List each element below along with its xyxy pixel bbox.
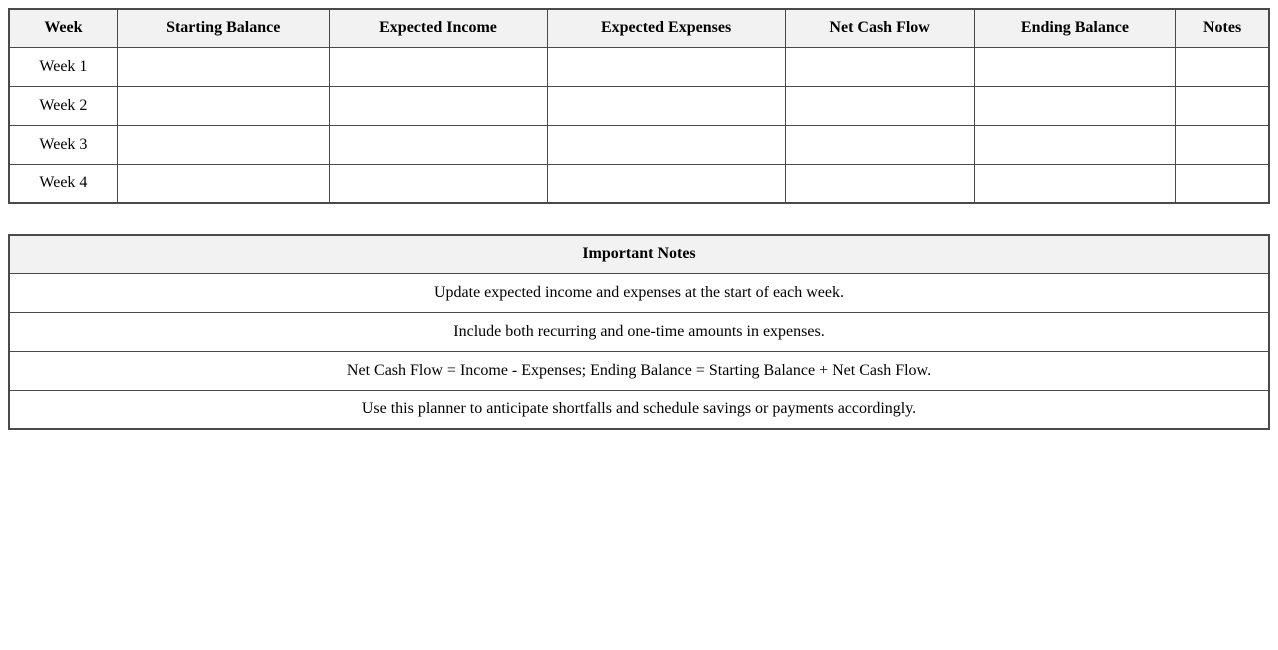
starting-balance-cell xyxy=(116,46,330,87)
note-item: Update expected income and expenses at t… xyxy=(8,272,1270,313)
planner-header-row: Week Starting Balance Expected Income Ex… xyxy=(8,8,1270,48)
notes-cell xyxy=(1175,124,1270,165)
ending-balance-cell xyxy=(973,163,1177,204)
note-row: Use this planner to anticipate shortfall… xyxy=(8,389,1270,430)
important-notes-table: Important Notes Update expected income a… xyxy=(8,234,1270,430)
table-row-week-3: Week 3 xyxy=(8,124,1270,165)
expected-income-cell xyxy=(328,124,548,165)
ending-balance-cell xyxy=(973,46,1177,87)
column-header-ending-balance: Ending Balance xyxy=(973,8,1177,48)
expected-expenses-cell xyxy=(546,124,786,165)
note-row: Include both recurring and one-time amou… xyxy=(8,311,1270,352)
note-item: Net Cash Flow = Income - Expenses; Endin… xyxy=(8,350,1270,391)
notes-cell xyxy=(1175,46,1270,87)
notes-table-title: Important Notes xyxy=(8,234,1270,274)
table-row-week-4: Week 4 xyxy=(8,163,1270,204)
expected-income-cell xyxy=(328,46,548,87)
note-item: Include both recurring and one-time amou… xyxy=(8,311,1270,352)
ending-balance-cell xyxy=(973,124,1177,165)
column-header-week: Week xyxy=(8,8,118,48)
expected-expenses-cell xyxy=(546,163,786,204)
ending-balance-cell xyxy=(973,85,1177,126)
column-header-net-cash-flow: Net Cash Flow xyxy=(784,8,975,48)
table-row-week-2: Week 2 xyxy=(8,85,1270,126)
net-cash-flow-cell xyxy=(784,46,975,87)
week-label-cell: Week 4 xyxy=(8,163,118,204)
net-cash-flow-cell xyxy=(784,85,975,126)
net-cash-flow-cell xyxy=(784,163,975,204)
net-cash-flow-cell xyxy=(784,124,975,165)
column-header-expected-expenses: Expected Expenses xyxy=(546,8,786,48)
starting-balance-cell xyxy=(116,85,330,126)
note-row: Net Cash Flow = Income - Expenses; Endin… xyxy=(8,350,1270,391)
expected-expenses-cell xyxy=(546,46,786,87)
notes-cell xyxy=(1175,163,1270,204)
expected-income-cell xyxy=(328,163,548,204)
column-header-expected-income: Expected Income xyxy=(328,8,548,48)
note-item: Use this planner to anticipate shortfall… xyxy=(8,389,1270,430)
page: Week Starting Balance Expected Income Ex… xyxy=(8,8,1270,430)
week-label-cell: Week 2 xyxy=(8,85,118,126)
week-label-cell: Week 1 xyxy=(8,46,118,87)
week-label-cell: Week 3 xyxy=(8,124,118,165)
notes-cell xyxy=(1175,85,1270,126)
column-header-starting-balance: Starting Balance xyxy=(116,8,330,48)
column-header-notes: Notes xyxy=(1175,8,1270,48)
note-row: Update expected income and expenses at t… xyxy=(8,272,1270,313)
table-row-week-1: Week 1 xyxy=(8,46,1270,87)
starting-balance-cell xyxy=(116,124,330,165)
notes-header-row: Important Notes xyxy=(8,234,1270,274)
expected-expenses-cell xyxy=(546,85,786,126)
starting-balance-cell xyxy=(116,163,330,204)
expected-income-cell xyxy=(328,85,548,126)
weekly-cash-flow-table: Week Starting Balance Expected Income Ex… xyxy=(8,8,1270,204)
